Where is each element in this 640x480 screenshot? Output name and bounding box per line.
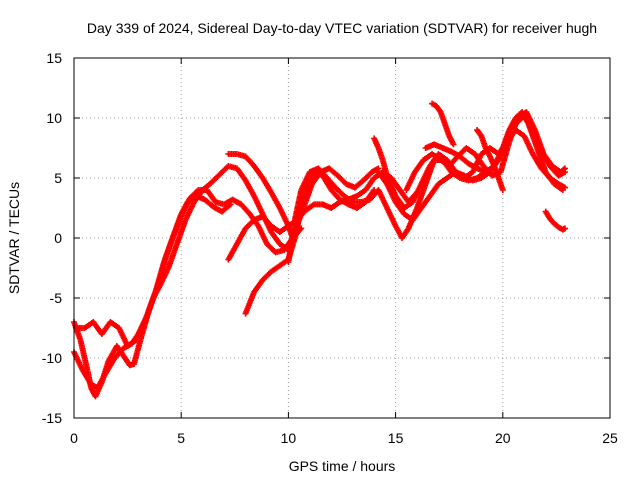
data-point bbox=[499, 187, 506, 193]
data-point bbox=[561, 225, 568, 232]
y-tick-label: 5 bbox=[54, 170, 62, 186]
y-tick-labels: -15 -10 -5 0 5 10 15 bbox=[42, 50, 62, 426]
x-axis-label: GPS time / hours bbox=[289, 458, 396, 474]
chart-title: Day 339 of 2024, Sidereal Day-to-day VTE… bbox=[87, 20, 597, 36]
x-tick-label: 5 bbox=[177, 430, 185, 446]
data-point bbox=[561, 169, 568, 175]
y-tick-label: 0 bbox=[54, 230, 62, 246]
y-tick-label: -5 bbox=[50, 290, 63, 306]
y-axis-label: SDTVAR / TECUs bbox=[6, 182, 22, 294]
series-track-14 bbox=[542, 208, 568, 233]
series-track-13 bbox=[474, 127, 506, 193]
x-tick-label: 15 bbox=[388, 430, 404, 446]
x-tick-label: 20 bbox=[495, 430, 511, 446]
plot-frame bbox=[73, 57, 611, 419]
x-tick-label: 10 bbox=[281, 430, 297, 446]
y-tick-label: -10 bbox=[42, 350, 62, 366]
data-point bbox=[561, 184, 568, 191]
data-point bbox=[482, 169, 489, 175]
data-points bbox=[71, 100, 568, 400]
series-track-12 bbox=[429, 100, 457, 148]
series-track-11 bbox=[422, 141, 489, 175]
y-tick-label: 10 bbox=[46, 110, 62, 126]
x-tick-label: 0 bbox=[70, 430, 78, 446]
x-tick-labels: 0 5 10 15 20 25 bbox=[70, 430, 618, 446]
data-point bbox=[450, 141, 457, 148]
series-track-10 bbox=[371, 112, 568, 211]
y-tick-label: 15 bbox=[46, 50, 62, 66]
x-tick-label: 25 bbox=[602, 430, 618, 446]
y-tick-label: -15 bbox=[42, 410, 62, 426]
